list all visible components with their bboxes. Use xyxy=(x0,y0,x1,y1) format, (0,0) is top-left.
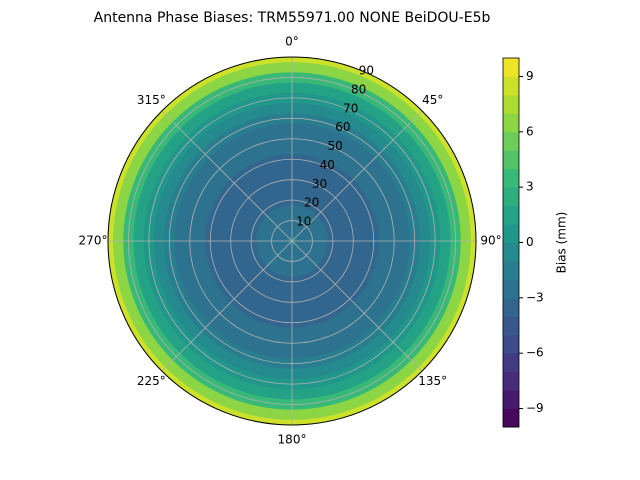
colorbar-swatch xyxy=(503,205,519,225)
colorbar-swatch xyxy=(503,260,519,280)
radial-tick-label: 30 xyxy=(312,177,327,191)
colorbar-swatch xyxy=(503,242,519,262)
colorbar-swatch xyxy=(503,371,519,391)
colorbar-swatch xyxy=(503,297,519,317)
colorbar-swatch xyxy=(503,408,519,428)
colorbar-swatch xyxy=(503,187,519,207)
colorbar-label: Bias (mm) xyxy=(555,212,569,274)
radial-tick-label: 60 xyxy=(335,120,350,134)
colorbar-tick-label: 6 xyxy=(526,124,534,138)
radial-tick-label: 70 xyxy=(343,101,358,115)
radial-tick-label: 80 xyxy=(351,82,366,96)
chart-title: Antenna Phase Biases: TRM55971.00 NONE B… xyxy=(94,10,491,26)
angular-grid-line xyxy=(161,240,293,372)
radial-tick-label: 40 xyxy=(320,158,335,172)
colorbar-tick-label: 3 xyxy=(526,180,534,194)
colorbar-swatch xyxy=(503,113,519,133)
angular-tick-label: 0° xyxy=(285,35,299,49)
colorbar-swatch xyxy=(503,390,519,410)
angular-tick-label: 315° xyxy=(137,93,166,107)
angular-tick-label: 180° xyxy=(278,433,307,447)
angular-tick-label: 135° xyxy=(418,374,447,388)
angular-grid-line xyxy=(291,240,423,372)
angular-tick-label: 90° xyxy=(480,234,501,248)
colorbar-tick-label: −6 xyxy=(526,346,544,360)
angular-tick-label: 225° xyxy=(137,374,166,388)
colorbar-swatch xyxy=(503,224,519,243)
colorbar-tick-label: 0 xyxy=(526,235,534,249)
radial-tick-label: 10 xyxy=(296,215,311,229)
radial-tick-label: 50 xyxy=(327,139,342,153)
radial-tick-label: 90 xyxy=(359,64,374,78)
colorbar-tick-label: 9 xyxy=(526,69,534,83)
colorbar-swatch xyxy=(503,76,519,96)
colorbar-tick-label: −3 xyxy=(526,290,544,304)
colorbar-swatch xyxy=(503,168,519,188)
polar-frame xyxy=(107,56,477,426)
colorbar-swatch xyxy=(503,131,519,151)
colorbar-swatch xyxy=(503,334,519,354)
colorbar-swatch xyxy=(503,279,519,299)
colorbar-swatch xyxy=(503,94,519,114)
colorbar-swatch xyxy=(503,353,519,373)
colorbar-swatch xyxy=(503,316,519,336)
radial-tick-label: 20 xyxy=(304,196,319,210)
colorbar-swatch xyxy=(503,150,519,170)
angular-tick-label: 45° xyxy=(422,93,443,107)
angular-grid-line xyxy=(161,110,293,242)
colorbar-tick-label: −9 xyxy=(526,401,544,415)
colorbar-swatch xyxy=(503,58,519,77)
angular-tick-label: 270° xyxy=(79,234,108,248)
angular-grid-line xyxy=(291,110,423,242)
